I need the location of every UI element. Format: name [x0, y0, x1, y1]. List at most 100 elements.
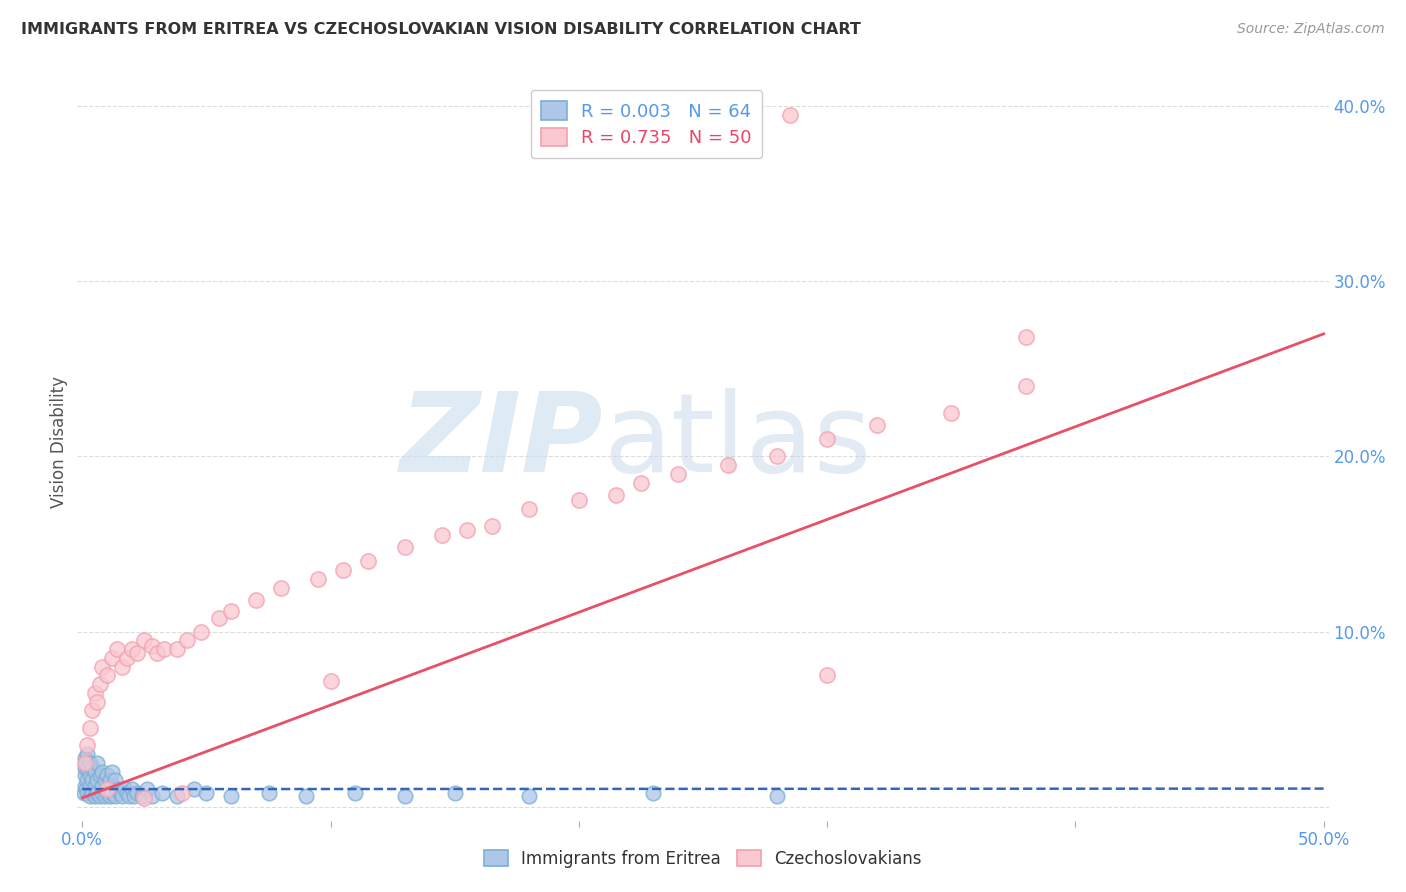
Point	[166, 789, 188, 804]
Point	[121, 782, 143, 797]
Point	[344, 786, 367, 800]
Point	[103, 773, 125, 788]
Y-axis label: Vision Disability: Vision Disability	[49, 376, 67, 508]
Point	[1015, 330, 1038, 344]
Point	[443, 786, 465, 800]
Point	[93, 773, 115, 788]
Point	[815, 668, 838, 682]
Point	[75, 782, 97, 797]
Point	[481, 519, 503, 533]
Legend: Immigrants from Eritrea, Czechoslovakians: Immigrants from Eritrea, Czechoslovakian…	[478, 844, 928, 875]
Point	[76, 773, 98, 788]
Text: Source: ZipAtlas.com: Source: ZipAtlas.com	[1237, 22, 1385, 37]
Point	[75, 756, 97, 770]
Point	[183, 782, 205, 797]
Point	[73, 756, 96, 770]
Point	[89, 677, 111, 691]
Point	[166, 642, 188, 657]
Point	[134, 633, 156, 648]
Point	[103, 789, 125, 804]
Point	[96, 786, 118, 800]
Point	[941, 406, 963, 420]
Point	[208, 610, 231, 624]
Point	[111, 789, 134, 804]
Point	[79, 789, 101, 804]
Legend: R = 0.003   N = 64, R = 0.735   N = 50: R = 0.003 N = 64, R = 0.735 N = 50	[530, 90, 762, 158]
Point	[150, 786, 173, 800]
Point	[394, 789, 416, 804]
Point	[357, 554, 380, 568]
Point	[170, 786, 193, 800]
Point	[82, 761, 104, 775]
Point	[319, 673, 342, 688]
Point	[270, 581, 292, 595]
Point	[73, 761, 96, 775]
Point	[332, 563, 354, 577]
Point	[105, 782, 128, 797]
Point	[630, 475, 652, 490]
Point	[101, 764, 124, 779]
Point	[93, 789, 115, 804]
Point	[114, 782, 136, 797]
Text: ZIP: ZIP	[399, 388, 603, 495]
Point	[605, 488, 627, 502]
Point	[257, 786, 280, 800]
Point	[86, 756, 108, 770]
Point	[766, 450, 789, 464]
Point	[82, 786, 104, 800]
Point	[89, 768, 111, 782]
Point	[141, 639, 163, 653]
Point	[245, 593, 267, 607]
Point	[394, 541, 416, 555]
Point	[96, 768, 118, 782]
Point	[82, 703, 104, 717]
Point	[717, 458, 740, 473]
Point	[79, 756, 101, 770]
Point	[815, 432, 838, 446]
Point	[96, 668, 118, 682]
Point	[86, 786, 108, 800]
Point	[456, 523, 478, 537]
Point	[83, 764, 105, 779]
Point	[86, 695, 108, 709]
Point	[91, 659, 114, 673]
Point	[517, 789, 540, 804]
Point	[73, 768, 96, 782]
Point	[98, 789, 121, 804]
Point	[432, 528, 454, 542]
Point	[124, 789, 146, 804]
Point	[153, 642, 176, 657]
Point	[73, 750, 96, 764]
Point	[76, 747, 98, 761]
Point	[135, 782, 157, 797]
Point	[779, 108, 801, 122]
Point	[568, 493, 591, 508]
Point	[89, 789, 111, 804]
Point	[76, 761, 98, 775]
Point	[125, 646, 148, 660]
Point	[190, 624, 212, 639]
Point	[91, 779, 114, 793]
Point	[125, 786, 148, 800]
Point	[82, 773, 104, 788]
Point	[86, 773, 108, 788]
Point	[134, 790, 156, 805]
Point	[79, 768, 101, 782]
Point	[176, 633, 198, 648]
Point	[219, 789, 242, 804]
Point	[517, 502, 540, 516]
Point	[101, 650, 124, 665]
Point	[766, 789, 789, 804]
Point	[83, 779, 105, 793]
Point	[115, 650, 138, 665]
Point	[108, 786, 131, 800]
Point	[146, 646, 169, 660]
Point	[98, 773, 121, 788]
Point	[76, 739, 98, 753]
Point	[91, 786, 114, 800]
Point	[866, 417, 889, 432]
Point	[643, 786, 665, 800]
Text: IMMIGRANTS FROM ERITREA VS CZECHOSLOVAKIAN VISION DISABILITY CORRELATION CHART: IMMIGRANTS FROM ERITREA VS CZECHOSLOVAKI…	[21, 22, 860, 37]
Point	[666, 467, 689, 481]
Point	[79, 721, 101, 735]
